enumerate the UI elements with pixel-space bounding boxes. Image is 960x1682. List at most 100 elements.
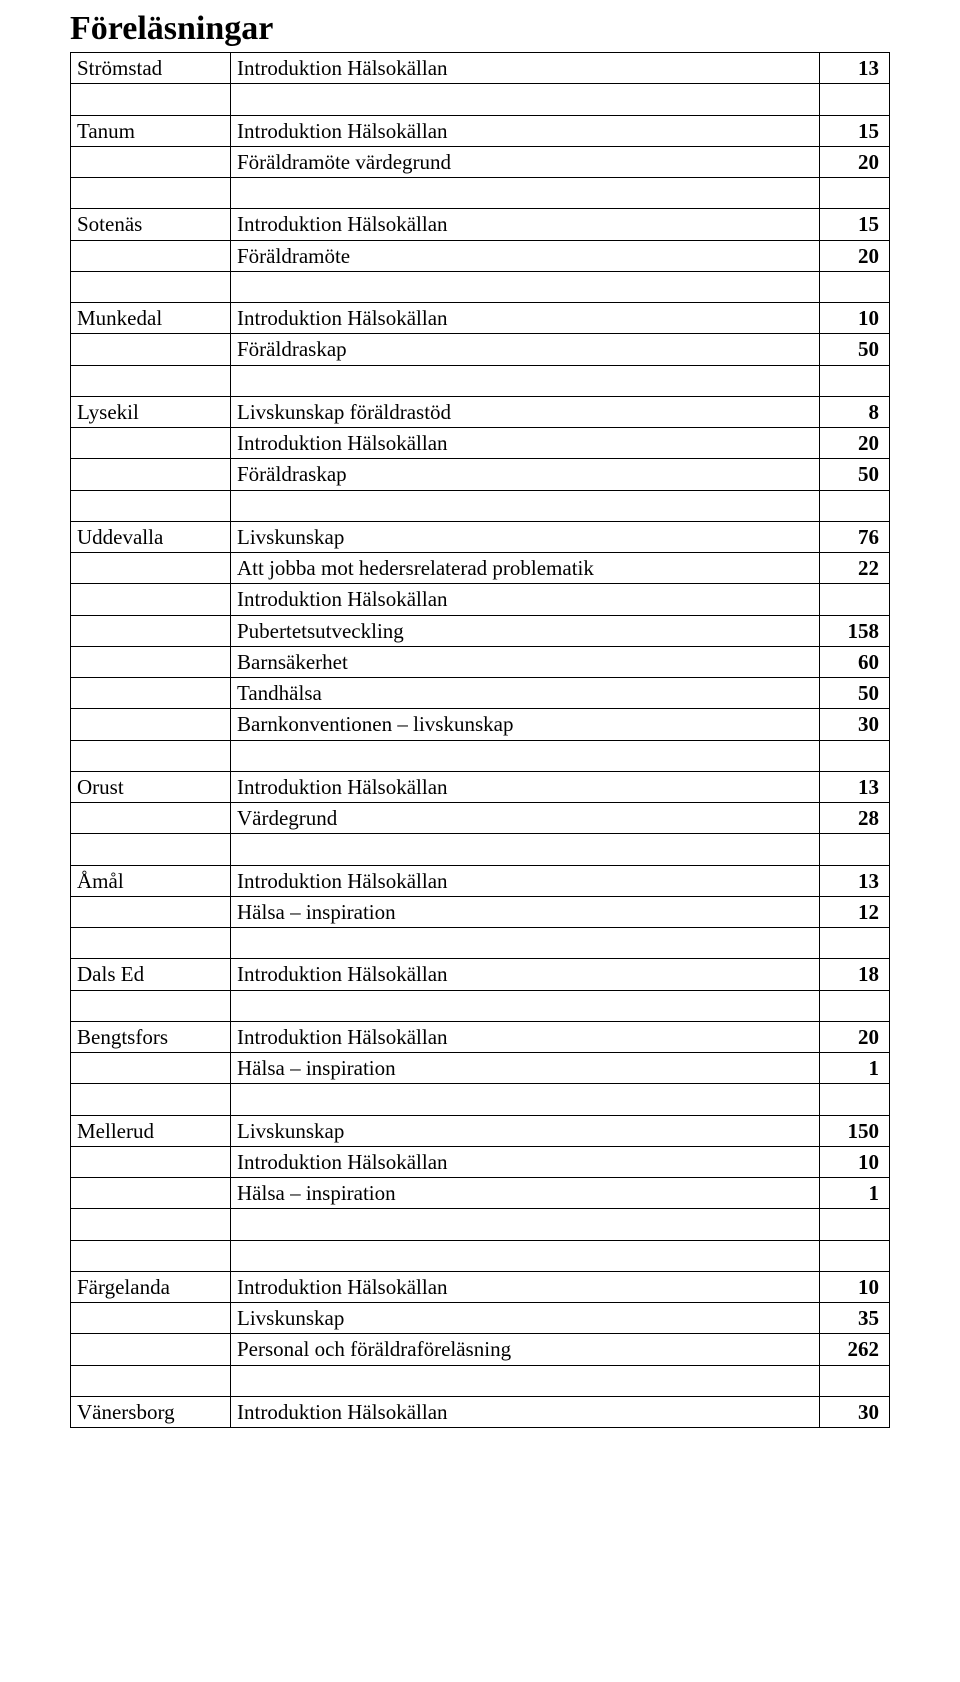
municipality-cell bbox=[71, 1334, 231, 1365]
table-row bbox=[71, 365, 890, 396]
table-row: Introduktion Hälsokällan bbox=[71, 584, 890, 615]
spacer-cell bbox=[231, 1240, 820, 1271]
municipality-cell: Åmål bbox=[71, 865, 231, 896]
municipality-cell: Mellerud bbox=[71, 1115, 231, 1146]
spacer-cell bbox=[71, 740, 231, 771]
spacer-cell bbox=[71, 990, 231, 1021]
value-cell: 1 bbox=[820, 1178, 890, 1209]
spacer-cell bbox=[71, 1240, 231, 1271]
value-cell: 30 bbox=[820, 709, 890, 740]
value-cell: 60 bbox=[820, 646, 890, 677]
table-row bbox=[71, 1240, 890, 1271]
table-row: Pubertetsutveckling158 bbox=[71, 615, 890, 646]
table-row bbox=[71, 1209, 890, 1240]
value-cell: 13 bbox=[820, 53, 890, 84]
spacer-cell bbox=[71, 928, 231, 959]
municipality-cell: Tanum bbox=[71, 115, 231, 146]
label-cell: Pubertetsutveckling bbox=[231, 615, 820, 646]
table-row: Hälsa – inspiration12 bbox=[71, 896, 890, 927]
spacer-cell bbox=[231, 490, 820, 521]
spacer-cell bbox=[820, 1365, 890, 1396]
value-cell: 50 bbox=[820, 459, 890, 490]
label-cell: Föräldramöte bbox=[231, 240, 820, 271]
table-row: Värdegrund28 bbox=[71, 803, 890, 834]
municipality-cell: Sotenäs bbox=[71, 209, 231, 240]
value-cell: 10 bbox=[820, 303, 890, 334]
label-cell: Introduktion Hälsokällan bbox=[231, 1021, 820, 1052]
label-cell: Barnkonventionen – livskunskap bbox=[231, 709, 820, 740]
municipality-cell bbox=[71, 428, 231, 459]
label-cell: Introduktion Hälsokällan bbox=[231, 53, 820, 84]
spacer-cell bbox=[231, 84, 820, 115]
table-row: SotenäsIntroduktion Hälsokällan15 bbox=[71, 209, 890, 240]
spacer-cell bbox=[231, 1365, 820, 1396]
municipality-cell bbox=[71, 1053, 231, 1084]
table-row bbox=[71, 490, 890, 521]
municipality-cell bbox=[71, 1303, 231, 1334]
value-cell: 15 bbox=[820, 209, 890, 240]
municipality-cell bbox=[71, 146, 231, 177]
value-cell: 35 bbox=[820, 1303, 890, 1334]
label-cell: Barnsäkerhet bbox=[231, 646, 820, 677]
label-cell: Livskunskap bbox=[231, 1303, 820, 1334]
table-row: Dals EdIntroduktion Hälsokällan18 bbox=[71, 959, 890, 990]
municipality-cell: Färgelanda bbox=[71, 1271, 231, 1302]
label-cell: Att jobba mot hedersrelaterad problemati… bbox=[231, 553, 820, 584]
label-cell: Livskunskap bbox=[231, 521, 820, 552]
spacer-cell bbox=[820, 365, 890, 396]
table-row bbox=[71, 990, 890, 1021]
spacer-cell bbox=[71, 271, 231, 302]
spacer-cell bbox=[71, 490, 231, 521]
table-row: Hälsa – inspiration1 bbox=[71, 1053, 890, 1084]
table-row: MellerudLivskunskap150 bbox=[71, 1115, 890, 1146]
spacer-cell bbox=[820, 990, 890, 1021]
value-cell: 15 bbox=[820, 115, 890, 146]
value-cell: 10 bbox=[820, 1271, 890, 1302]
label-cell: Värdegrund bbox=[231, 803, 820, 834]
table-row: LysekilLivskunskap föräldrastöd8 bbox=[71, 396, 890, 427]
spacer-cell bbox=[71, 1084, 231, 1115]
spacer-cell bbox=[820, 271, 890, 302]
value-cell: 22 bbox=[820, 553, 890, 584]
table-row: Föräldraskap50 bbox=[71, 334, 890, 365]
value-cell: 50 bbox=[820, 678, 890, 709]
table-row: TanumIntroduktion Hälsokällan15 bbox=[71, 115, 890, 146]
value-cell: 18 bbox=[820, 959, 890, 990]
label-cell: Introduktion Hälsokällan bbox=[231, 303, 820, 334]
value-cell: 13 bbox=[820, 771, 890, 802]
municipality-cell bbox=[71, 896, 231, 927]
value-cell: 158 bbox=[820, 615, 890, 646]
label-cell: Introduktion Hälsokällan bbox=[231, 865, 820, 896]
table-row: OrustIntroduktion Hälsokällan13 bbox=[71, 771, 890, 802]
value-cell: 12 bbox=[820, 896, 890, 927]
municipality-cell bbox=[71, 678, 231, 709]
label-cell: Tandhälsa bbox=[231, 678, 820, 709]
table-row: Hälsa – inspiration1 bbox=[71, 1178, 890, 1209]
table-row: Föräldraskap50 bbox=[71, 459, 890, 490]
value-cell: 20 bbox=[820, 1021, 890, 1052]
value-cell: 262 bbox=[820, 1334, 890, 1365]
table-row: Tandhälsa50 bbox=[71, 678, 890, 709]
table-row bbox=[71, 1365, 890, 1396]
municipality-cell bbox=[71, 615, 231, 646]
spacer-cell bbox=[71, 84, 231, 115]
spacer-cell bbox=[820, 740, 890, 771]
spacer-cell bbox=[231, 365, 820, 396]
label-cell: Introduktion Hälsokällan bbox=[231, 1271, 820, 1302]
spacer-cell bbox=[231, 178, 820, 209]
table-row: FärgelandaIntroduktion Hälsokällan10 bbox=[71, 1271, 890, 1302]
municipality-cell bbox=[71, 1178, 231, 1209]
municipality-cell: Dals Ed bbox=[71, 959, 231, 990]
label-cell: Hälsa – inspiration bbox=[231, 1178, 820, 1209]
value-cell: 10 bbox=[820, 1146, 890, 1177]
table-row bbox=[71, 84, 890, 115]
label-cell: Hälsa – inspiration bbox=[231, 1053, 820, 1084]
municipality-cell bbox=[71, 709, 231, 740]
lectures-table: StrömstadIntroduktion Hälsokällan13 Tanu… bbox=[70, 52, 890, 1428]
value-cell: 20 bbox=[820, 428, 890, 459]
table-row bbox=[71, 740, 890, 771]
spacer-cell bbox=[820, 1240, 890, 1271]
municipality-cell: Bengtsfors bbox=[71, 1021, 231, 1052]
spacer-cell bbox=[231, 928, 820, 959]
municipality-cell: Strömstad bbox=[71, 53, 231, 84]
